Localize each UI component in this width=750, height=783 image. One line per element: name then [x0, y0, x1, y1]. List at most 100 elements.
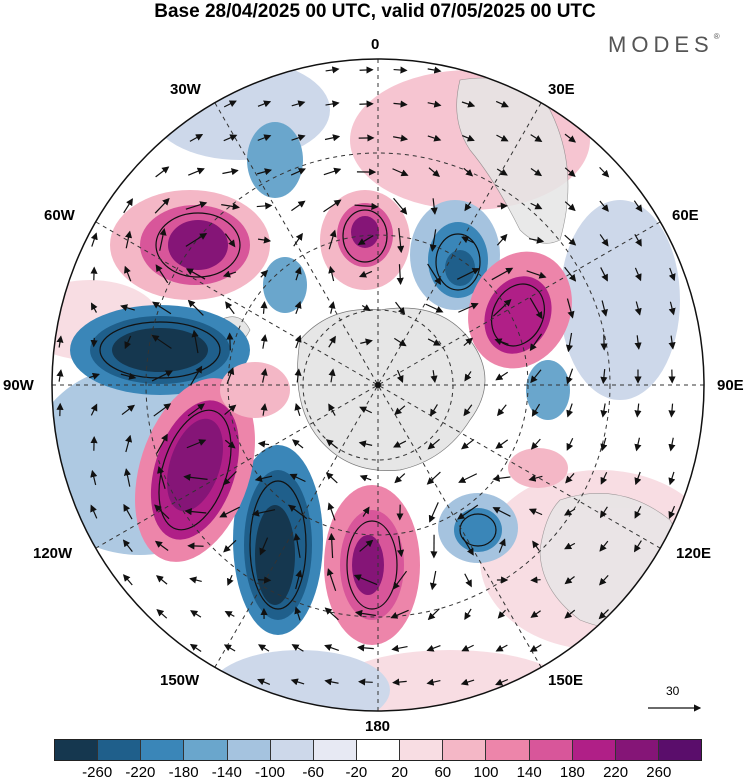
wind-vector — [564, 234, 577, 246]
wind-vector — [189, 643, 202, 652]
wind-vector — [354, 202, 379, 211]
wind-vector — [494, 338, 509, 346]
colorbar-tick-label: -100 — [254, 764, 286, 781]
wind-vector — [187, 403, 205, 417]
wind-vector — [325, 100, 340, 108]
wind-vector — [634, 437, 642, 452]
wind-vector — [599, 234, 609, 247]
wind-vector — [354, 609, 376, 617]
colorbar-swatch — [313, 740, 357, 760]
wind-vector — [188, 167, 205, 176]
wind-vector — [185, 268, 206, 280]
wind-vector — [124, 335, 132, 350]
wind-vector — [360, 338, 373, 346]
wind-vector — [530, 576, 541, 584]
wind-vector — [668, 301, 676, 316]
colorbar-swatch — [227, 740, 271, 760]
wind-vector — [187, 299, 204, 316]
wind-vector — [90, 337, 98, 348]
wind-vector — [294, 402, 302, 417]
label-lon-150e: 150E — [548, 672, 584, 689]
anomaly-blob — [210, 650, 390, 711]
map-field — [52, 59, 704, 711]
wind-vector — [291, 644, 304, 652]
wind-vector — [225, 301, 235, 315]
wind-vector — [154, 504, 170, 520]
wind-vector — [598, 609, 609, 620]
wind-vector — [393, 440, 407, 448]
wind-vector — [152, 301, 172, 315]
wind-vector — [426, 644, 441, 652]
wind-vector — [492, 474, 511, 482]
modes-logo: MODES® — [608, 32, 720, 58]
label-lon-0: 0 — [371, 36, 380, 53]
colorbar-tick-label: 180 — [559, 764, 585, 781]
colorbar-swatch — [658, 740, 702, 760]
wind-vector — [224, 439, 236, 449]
wind-vector — [226, 332, 234, 351]
wind-vector — [251, 509, 276, 517]
wind-vector — [327, 502, 336, 521]
wind-vector — [185, 232, 208, 247]
wind-vector — [461, 100, 476, 108]
wind-vector — [634, 267, 642, 282]
wind-vector — [564, 266, 577, 282]
wind-vector — [328, 403, 336, 416]
wind-vector — [323, 199, 342, 213]
colorbar-swatch — [141, 740, 185, 760]
wind-vector — [56, 335, 64, 348]
wind-vector — [495, 100, 509, 108]
polar-map — [51, 58, 705, 712]
wind-vector — [224, 611, 235, 618]
wind-vector — [125, 434, 133, 453]
wind-vector — [566, 403, 574, 418]
wind-vector — [325, 472, 338, 484]
wind-vector — [291, 100, 306, 108]
wind-vector — [223, 644, 236, 652]
colorbar-tick-label: 260 — [646, 764, 672, 781]
wind-vector — [226, 367, 235, 384]
wind-vector — [599, 574, 609, 586]
wind-vector — [564, 201, 576, 212]
wind-vector — [359, 474, 372, 482]
wind-vector — [257, 100, 272, 108]
wind-vector — [564, 542, 576, 550]
wind-vector — [456, 268, 480, 280]
label-lon-120w: 120W — [33, 545, 73, 562]
wind-vectors — [56, 66, 676, 686]
wind-vector — [461, 644, 474, 652]
wind-vector — [328, 265, 336, 282]
wind-vector — [356, 644, 374, 652]
wind-vector — [529, 297, 543, 320]
wind-vector — [56, 369, 64, 382]
colorbar-swatch — [270, 740, 314, 760]
wind-vector — [90, 302, 98, 313]
colorbar-swatch — [486, 740, 530, 760]
wind-vector — [634, 234, 642, 247]
wind-vector — [430, 370, 438, 384]
wind-vector — [324, 678, 339, 686]
wind-vector — [290, 168, 306, 176]
wind-vector — [498, 538, 506, 553]
wind-vector — [153, 403, 172, 417]
wind-vector — [226, 574, 234, 586]
wind-vector — [565, 473, 575, 484]
wind-vector — [291, 134, 306, 142]
wind-vector — [427, 100, 442, 108]
wind-vector — [328, 335, 336, 348]
anomaly-blob — [560, 200, 680, 400]
wind-vector — [223, 134, 238, 142]
wind-vector — [530, 438, 541, 450]
colorbar-swatch — [529, 740, 573, 760]
wind-vector — [492, 299, 512, 317]
colorbar-tick-label: -260 — [82, 764, 113, 781]
colorbar-swatch — [572, 740, 616, 760]
wind-vector — [392, 678, 407, 686]
wind-vector — [257, 134, 272, 142]
label-lon-60w: 60W — [44, 207, 75, 224]
wind-vector — [293, 532, 301, 558]
wind-vector — [291, 200, 306, 212]
wind-vector — [328, 229, 337, 250]
wind-vector — [260, 403, 268, 416]
negative-anomaly-small — [526, 360, 570, 420]
